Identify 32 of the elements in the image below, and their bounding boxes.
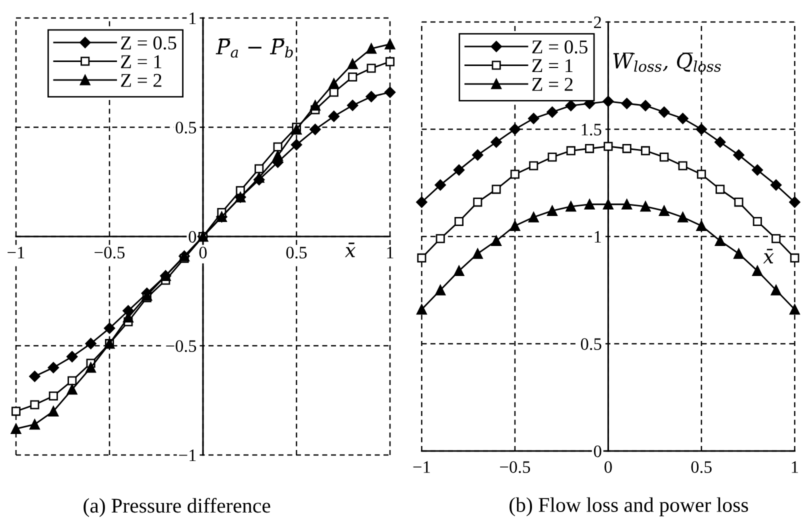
x-tick-label: 1 bbox=[387, 246, 394, 258]
x-tick-label: 0.5 bbox=[286, 246, 307, 259]
x-tick-label: −0.5 bbox=[94, 246, 125, 259]
x-tick-label: 0 bbox=[604, 461, 612, 473]
y-tick-label: 0 bbox=[594, 445, 602, 458]
legend-label: Z = 2 bbox=[121, 74, 162, 87]
y-tick-label: 0.5 bbox=[580, 338, 602, 350]
x-tick-label: 0.5 bbox=[691, 461, 712, 474]
y-tick-label: 1 bbox=[190, 12, 196, 24]
legend-label: Z = 0.5 bbox=[532, 40, 588, 54]
y-tick-label: 1 bbox=[594, 231, 601, 243]
y-tick-label: −1 bbox=[179, 450, 196, 462]
x-axis-title: x̄ bbox=[344, 242, 356, 258]
legend-label: Z = 0.5 bbox=[121, 36, 176, 50]
x-axis-title: x̄ bbox=[763, 248, 774, 264]
y-axis-title: W̅$_{loss}$, Q̅$_{loss}$ bbox=[613, 52, 721, 72]
y-tick-label: 1.5 bbox=[582, 124, 602, 136]
x-tick-label: −1 bbox=[8, 246, 24, 258]
text: (b) Flow loss and power loss bbox=[510, 497, 748, 516]
y-tick-label: 2 bbox=[594, 16, 601, 28]
text: (a) Pressure difference bbox=[84, 498, 270, 517]
y-tick-label: −0.5 bbox=[166, 340, 196, 352]
x-tick-label: 1 bbox=[792, 461, 798, 473]
x-tick-label: −0.5 bbox=[500, 461, 530, 474]
y-tick-label: 0 bbox=[188, 230, 196, 243]
legend-label: Z = 1 bbox=[121, 55, 162, 68]
y-axis-title: P̅$_{a}$ − P̅$_{b}$ bbox=[216, 38, 293, 58]
legend-label: Z = 2 bbox=[532, 78, 573, 91]
x-tick-label: −1 bbox=[413, 461, 430, 473]
x-tick-label: 0 bbox=[199, 246, 207, 258]
y-tick-label: 0.5 bbox=[176, 122, 196, 134]
legend-label: Z = 1 bbox=[532, 59, 572, 72]
